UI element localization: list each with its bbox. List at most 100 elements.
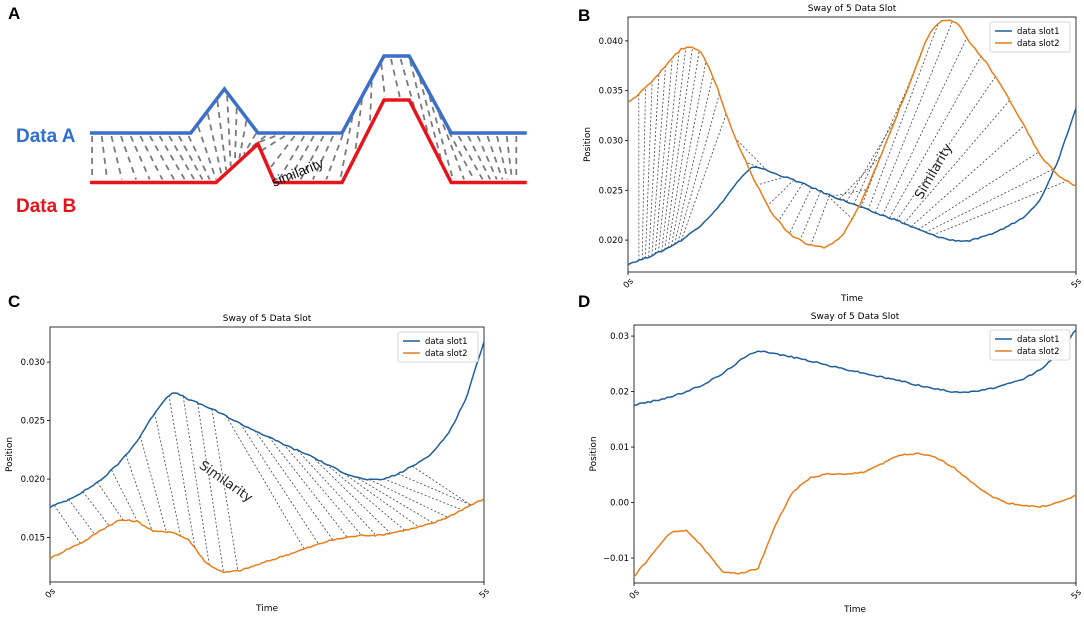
panel-c-similarity-link — [326, 463, 405, 531]
panel-c-similarity-link — [297, 450, 377, 536]
panel-c-similarity-link — [125, 454, 153, 531]
panel-a-similarity-link — [325, 134, 344, 180]
panel-b-similarity-link — [654, 57, 673, 254]
panel-d-ytick-label: −0.01 — [603, 554, 629, 564]
panel-d-ylabel: Position — [589, 436, 599, 471]
panel-c-similarity-link — [82, 491, 110, 526]
panel-a-similarity-link — [409, 60, 429, 135]
panel-c-similarity-link — [283, 443, 362, 536]
panel-letter-c: C — [8, 292, 21, 311]
panel-c-ytick-label: 0.020 — [21, 475, 45, 485]
panel-c-similarity-link — [68, 499, 96, 535]
panel-a-similarity-link — [187, 135, 211, 180]
panel-b-similarity-link — [867, 24, 939, 211]
panel-a-similarity-link — [139, 135, 164, 180]
panel-b-ytick-label: 0.025 — [599, 186, 623, 196]
panel-a-similarity-link — [278, 135, 305, 180]
panel-b-xlabel: Time — [840, 294, 863, 304]
panel-a-series-b-line — [90, 98, 527, 185]
panel-b-legend: data slot1 data slot2 — [989, 21, 1071, 53]
panel-c-ytick-label: 0.030 — [21, 358, 45, 368]
panel-d-plot-frame — [633, 324, 1077, 584]
panel-c-similarity-link — [369, 479, 448, 518]
panel-a-similarity-link — [380, 63, 386, 98]
panel-c-legend-label: data slot1 — [425, 337, 468, 347]
panel-b-similarity-link — [896, 76, 996, 221]
panel-c-similarity-link — [211, 409, 239, 571]
panel-b-similarity-link — [735, 138, 768, 171]
panel-d-ytick-label: 0.03 — [610, 332, 629, 342]
panel-c-line-data-slot2 — [49, 497, 485, 574]
panel-a-similarity-links — [91, 58, 518, 180]
panel-b-ytick-label: 0.030 — [599, 137, 623, 147]
panel-a-similarity-link — [120, 135, 137, 180]
panel-a-similarity-link — [216, 100, 228, 171]
panel-d-line-data-slot1 — [633, 329, 1077, 406]
panel-c-ytick-label: 0.025 — [21, 417, 45, 427]
panel-a-similarity-link — [486, 135, 504, 180]
panel-b-similarity-link — [839, 155, 881, 200]
panel-letter-a: A — [8, 4, 21, 23]
panel-a-similarity-link — [312, 135, 334, 180]
panel-d-line-data-slot2 — [633, 452, 1077, 578]
panel-a-similarity-link — [110, 135, 123, 180]
panel-a-similarity-link — [419, 78, 442, 160]
panel-c-legend-label: data slot2 — [425, 349, 468, 359]
panel-b-similarity-link — [658, 51, 680, 253]
panel-b-similarity-link — [889, 56, 982, 218]
panel-a-similarity-link — [428, 96, 454, 180]
panel-b-similarity-link — [645, 81, 653, 259]
panel-a-similarity-link — [288, 135, 315, 180]
panel-b-similarity-link — [903, 100, 1011, 224]
panel-d-legend-label: data slot1 — [1017, 335, 1060, 345]
panel-b-similarity-link — [641, 87, 646, 260]
panel-d-ytick-label: 0.01 — [610, 443, 629, 453]
panel-b-line-data-slot2 — [627, 19, 1077, 249]
panel-c-similarity-link — [225, 415, 305, 550]
panel-b-ytick-label: 0.040 — [599, 37, 623, 47]
panel-d-ytick-label: 0.00 — [610, 499, 629, 509]
panel-a-similarity-link — [243, 132, 257, 155]
panel-d-xlabel: Time — [843, 605, 866, 615]
panel-letter-d: D — [578, 292, 591, 311]
panel-c-similarity-link — [182, 396, 210, 565]
panel-b-similarity-link — [664, 47, 693, 250]
panel-b-similarity-link — [882, 37, 968, 216]
panel-c-similarity-link — [197, 402, 224, 573]
panel-b-ytick-label: 0.035 — [599, 87, 623, 97]
panel-b-ylabel: Position — [583, 127, 593, 162]
panel-a-similarity-link — [457, 135, 484, 180]
panel-a-similarity-link — [269, 135, 296, 169]
panel-a-similarity-link — [226, 95, 232, 167]
panel-a-similarity-link — [149, 135, 175, 180]
panel-a-series-b-label: Data B — [16, 196, 76, 217]
panel-c-similarity-links — [53, 395, 472, 573]
panel-c-similarity-link — [139, 435, 167, 532]
panel-b-similarity-link — [810, 194, 830, 246]
panel-d-legend: data slot1 data slot2 — [989, 329, 1071, 361]
panel-c-xlabel: Time — [255, 604, 278, 614]
panel-b-similarity-link — [874, 21, 953, 213]
panel-a-similarity-link — [399, 58, 416, 108]
panel-b-plot-frame — [627, 16, 1077, 273]
panel-b-legend-label: data slot1 — [1017, 27, 1060, 37]
panel-d-ytick-label: 0.02 — [610, 388, 629, 398]
panel-b-similarity-link — [677, 93, 720, 243]
panel-c-plot-frame — [49, 326, 485, 583]
panel-c-title: Sway of 5 Data Slot — [223, 314, 312, 324]
panel-a-similarity-link — [129, 135, 151, 180]
panel-b-similarity-link — [667, 50, 700, 248]
panel-b-legend-label: data slot2 — [1017, 39, 1060, 49]
panel-b-ytick-label: 0.020 — [599, 236, 623, 246]
panel-a-similarity-link — [505, 135, 513, 180]
panel-c-similarity-link — [354, 476, 434, 524]
panel-b-legend-box — [989, 21, 1071, 53]
panel-a-similarity-link — [369, 81, 373, 125]
panel-d-xtick-label: 5s — [1070, 587, 1084, 601]
panel-a-similarity-link — [261, 135, 286, 151]
panel-c-similarity-link — [154, 412, 181, 537]
panel-b-similarity-link — [674, 76, 714, 245]
